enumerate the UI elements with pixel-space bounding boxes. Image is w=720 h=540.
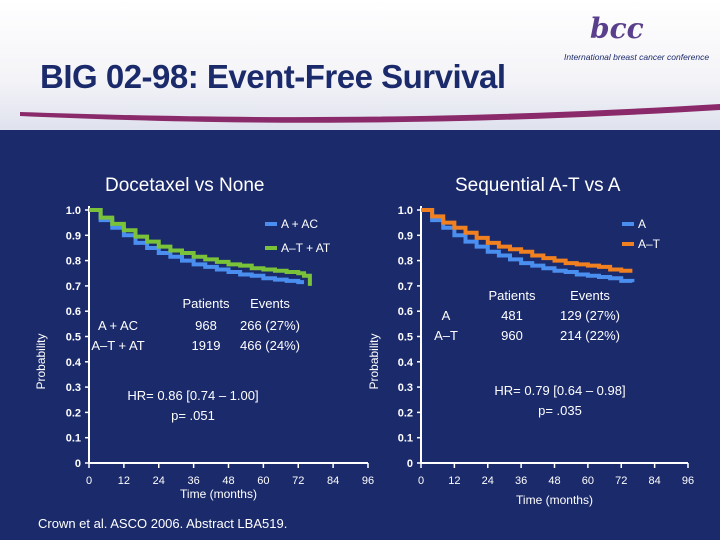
right-y-axis-label: Probability	[367, 333, 381, 389]
left-x-tick-label: 72	[292, 475, 304, 487]
left-x-tick-label: 84	[327, 475, 339, 487]
right-y-tick-label: 1.0	[398, 205, 413, 217]
right-table-row-patients: 960	[501, 328, 523, 343]
logo-subtitle: International breast cancer conference	[564, 52, 710, 62]
left-x-tick-label: 24	[153, 475, 165, 487]
right-y-tick-label: 0.1	[398, 433, 413, 445]
right-y-tick-label: 0.2	[398, 407, 413, 419]
chart-right-title: Sequential A-T vs A	[455, 175, 621, 196]
left-legend-swatch-1	[265, 246, 277, 250]
right-legend-label-0: A	[638, 217, 646, 231]
title-swoosh	[20, 104, 720, 123]
right-y-tick-label: 0.7	[398, 281, 413, 293]
left-x-tick-label: 96	[362, 475, 374, 487]
right-table-row-label: A–T	[434, 328, 458, 343]
right-x-tick-label: 84	[649, 475, 661, 487]
left-legend-label-1: A–T + AT	[281, 241, 331, 255]
right-x-tick-label: 60	[582, 475, 594, 487]
right-x-tick-label: 0	[418, 475, 424, 487]
left-table-row-events: 266 (27%)	[240, 318, 300, 333]
right-series-line-0	[421, 208, 635, 283]
left-table-header-events: Events	[250, 296, 290, 311]
left-y-tick-label: 0.8	[66, 256, 81, 268]
left-annotation-0: HR= 0.86 [0.74 – 1.00]	[127, 388, 258, 403]
left-x-tick-label: 48	[222, 475, 234, 487]
logo-mark: bcc	[590, 12, 644, 45]
right-legend-swatch-1	[622, 242, 634, 246]
right-x-axis-label: Time (months)	[516, 493, 593, 507]
chart-left-title: Docetaxel vs None	[105, 175, 265, 196]
left-y-tick-label: 1.0	[66, 205, 81, 217]
right-x-tick-label: 72	[615, 475, 627, 487]
right-series-line-1	[421, 208, 633, 273]
right-y-tick-label: 0.8	[398, 256, 413, 268]
left-y-tick-label: 0.7	[66, 281, 81, 293]
left-table-row-label: A–T + AT	[91, 338, 144, 353]
left-y-tick-label: 0.1	[66, 433, 81, 445]
right-table-row-patients: 481	[501, 308, 523, 323]
right-y-tick-label: 0.4	[398, 357, 414, 369]
right-x-tick-label: 48	[548, 475, 560, 487]
right-table-row-label: A	[442, 308, 451, 323]
left-y-tick-label: 0.4	[66, 357, 82, 369]
left-y-tick-label: 0.9	[66, 230, 81, 242]
right-annotation-0: HR= 0.79 [0.64 – 0.98]	[494, 383, 625, 398]
left-y-tick-label: 0.6	[66, 306, 81, 318]
right-y-tick-label: 0.9	[398, 230, 413, 242]
left-table-row-label: A + AC	[98, 318, 138, 333]
right-legend-swatch-0	[622, 222, 634, 226]
right-table-row-events: 129 (27%)	[560, 308, 620, 323]
right-x-tick-label: 96	[682, 475, 694, 487]
left-table-row-patients: 968	[195, 318, 217, 333]
left-y-tick-label: 0	[75, 458, 81, 470]
left-annotation-1: p= .051	[171, 408, 215, 423]
slide-header: BIG 02-98: Event-Free Survival bcc Inter…	[0, 0, 720, 130]
right-x-tick-label: 24	[482, 475, 494, 487]
left-y-tick-label: 0.5	[66, 332, 81, 344]
right-table-header-events: Events	[570, 288, 610, 303]
left-legend-swatch-0	[265, 222, 277, 226]
right-table-header-patients: Patients	[489, 288, 536, 303]
right-table-row-events: 214 (22%)	[560, 328, 620, 343]
left-x-tick-label: 60	[257, 475, 269, 487]
right-y-tick-label: 0	[407, 458, 413, 470]
left-x-axis-label: Time (months)	[180, 487, 257, 501]
right-annotation-1: p= .035	[538, 403, 582, 418]
left-y-tick-label: 0.3	[66, 382, 81, 394]
left-x-tick-label: 36	[188, 475, 200, 487]
left-table-header-patients: Patients	[183, 296, 230, 311]
right-x-tick-label: 36	[515, 475, 527, 487]
left-x-tick-label: 12	[118, 475, 130, 487]
right-x-tick-label: 12	[448, 475, 460, 487]
right-y-tick-label: 0.6	[398, 306, 413, 318]
left-table-row-events: 466 (24%)	[240, 338, 300, 353]
left-series-line-1	[89, 208, 312, 286]
left-legend-label-0: A + AC	[281, 217, 318, 231]
left-series-line-0	[89, 208, 305, 285]
right-y-tick-label: 0.5	[398, 332, 413, 344]
right-legend-label-1: A–T	[638, 237, 661, 251]
left-table-row-patients: 1919	[192, 338, 221, 353]
left-y-tick-label: 0.2	[66, 407, 81, 419]
slide-title: BIG 02-98: Event-Free Survival	[40, 58, 506, 95]
left-y-axis-label: Probability	[34, 333, 48, 389]
citation-footer: Crown et al. ASCO 2006. Abstract LBA519.	[38, 516, 288, 531]
right-y-tick-label: 0.3	[398, 382, 413, 394]
ibcc-logo: bcc International breast cancer conferen…	[560, 12, 720, 70]
left-x-tick-label: 0	[86, 475, 92, 487]
